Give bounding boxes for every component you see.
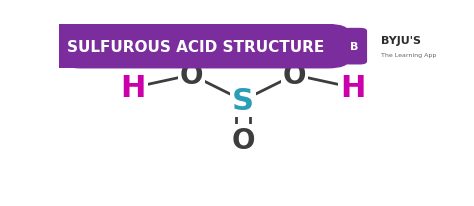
Text: O: O (180, 62, 203, 89)
Text: H: H (120, 74, 146, 103)
Text: O: O (283, 62, 306, 89)
Text: S: S (232, 87, 254, 115)
FancyBboxPatch shape (342, 29, 367, 65)
Text: SULFUROUS ACID STRUCTURE: SULFUROUS ACID STRUCTURE (66, 40, 324, 54)
Text: The Learning App: The Learning App (382, 52, 437, 57)
Text: B: B (350, 42, 359, 52)
Text: O: O (231, 126, 255, 154)
Text: BYJU'S: BYJU'S (381, 36, 421, 46)
FancyBboxPatch shape (59, 25, 197, 69)
Text: H: H (340, 74, 366, 103)
FancyBboxPatch shape (59, 25, 349, 69)
